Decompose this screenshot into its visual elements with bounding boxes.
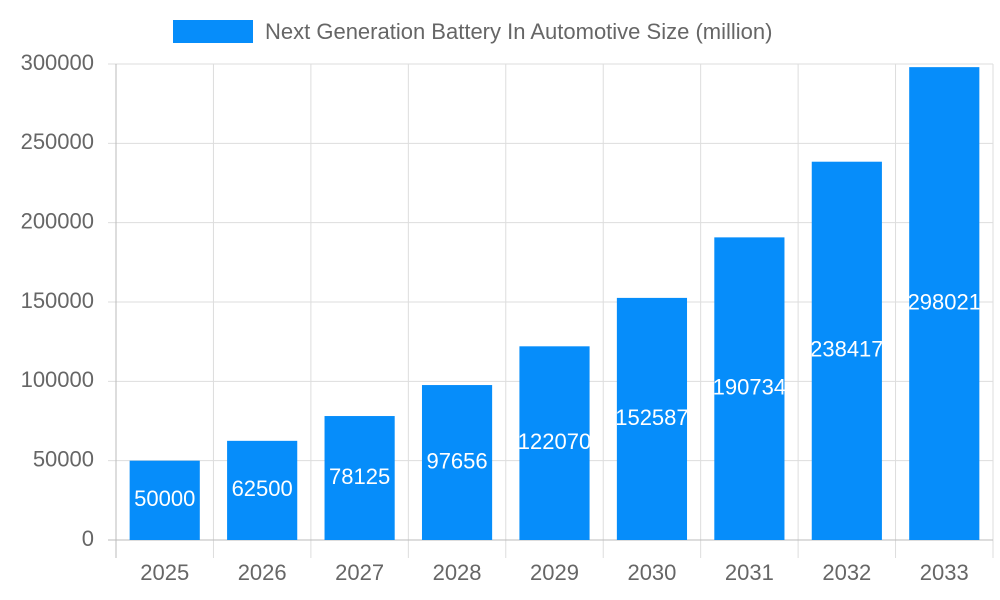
x-tick-label: 2029 <box>530 560 579 585</box>
data-label: 238417 <box>810 337 883 362</box>
y-tick-label: 0 <box>82 526 94 551</box>
x-tick-label: 2031 <box>725 560 774 585</box>
x-tick-label: 2030 <box>627 560 676 585</box>
bar <box>616 297 688 540</box>
x-tick-label: 2028 <box>433 560 482 585</box>
data-label: 122070 <box>518 429 591 454</box>
bar <box>129 460 200 540</box>
data-label: 190734 <box>713 374 786 399</box>
legend-swatch <box>173 20 253 43</box>
x-tick-label: 2025 <box>140 560 189 585</box>
bar <box>519 346 590 540</box>
data-label: 62500 <box>232 476 293 501</box>
y-tick-label: 50000 <box>33 446 94 471</box>
data-label: 298021 <box>908 289 981 314</box>
x-tick-label: 2033 <box>920 560 969 585</box>
x-tick-label: 2027 <box>335 560 384 585</box>
bar <box>421 385 493 540</box>
bar <box>811 161 882 540</box>
x-tick-label: 2032 <box>822 560 871 585</box>
data-label: 97656 <box>426 448 487 473</box>
bar <box>227 440 298 540</box>
bar <box>714 237 785 540</box>
y-tick-label: 100000 <box>21 367 94 392</box>
x-tick-label: 2026 <box>238 560 287 585</box>
y-tick-label: 300000 <box>21 50 94 75</box>
bar <box>324 416 395 540</box>
y-tick-label: 150000 <box>21 288 94 313</box>
data-label: 50000 <box>134 486 195 511</box>
y-tick-label: 200000 <box>21 208 94 233</box>
y-tick-label: 250000 <box>21 129 94 154</box>
bar <box>909 67 980 540</box>
data-label: 78125 <box>329 464 390 489</box>
legend-label: Next Generation Battery In Automotive Si… <box>265 19 772 44</box>
data-label: 152587 <box>615 405 688 430</box>
